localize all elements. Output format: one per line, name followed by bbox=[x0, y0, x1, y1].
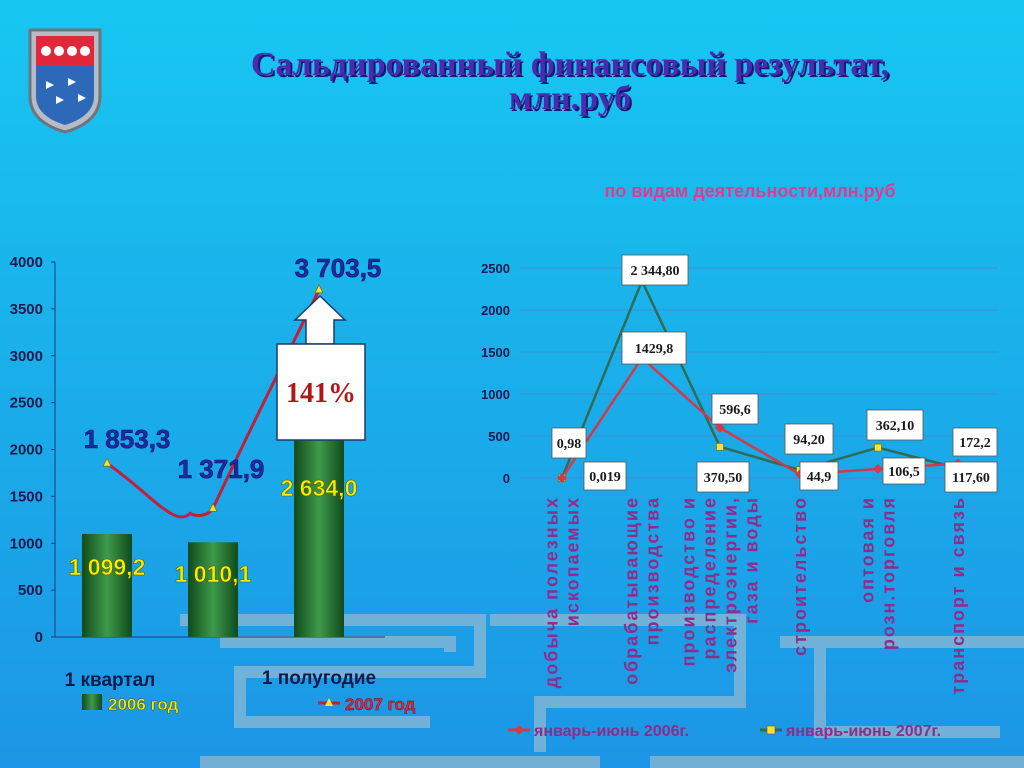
series-2007-data-label-box bbox=[621, 254, 689, 286]
bar-data-label: 2 634,0 bbox=[281, 475, 358, 501]
legend-marker-2006-right bbox=[514, 725, 524, 735]
series-2007-line bbox=[560, 277, 959, 479]
series-2006-marker bbox=[557, 472, 567, 483]
left-y-tick-label: 500 bbox=[18, 582, 43, 599]
left-x-category-label: 1 квартал bbox=[65, 670, 156, 691]
right-x-category-label: распределение bbox=[700, 496, 720, 660]
right-y-tick-label: 1500 bbox=[481, 345, 510, 360]
up-arrow-icon bbox=[293, 294, 347, 345]
city-coat-of-arms-icon bbox=[28, 28, 102, 134]
right-x-category-label: производства bbox=[643, 496, 663, 645]
legend-label-2006-right: январь-июнь 2006г. bbox=[533, 723, 689, 740]
right-y-tick-label: 1000 bbox=[481, 387, 510, 402]
right-x-category-label: производство и bbox=[679, 496, 699, 666]
legend-swatch-2006 bbox=[82, 694, 102, 710]
series-2006-marker bbox=[715, 422, 725, 433]
left-x-category-label: 1 полугодие bbox=[262, 668, 376, 689]
series-2007-data-label: 94,20 bbox=[793, 433, 825, 448]
left-y-tick-label: 4000 bbox=[10, 254, 43, 271]
series-2006-marker bbox=[873, 464, 883, 475]
series-2006-data-label: 44,9 bbox=[807, 470, 832, 485]
series-2006-data-label: 172,2 bbox=[959, 436, 991, 451]
series-2007-data-label: 0,98 bbox=[557, 437, 582, 452]
series-2007-data-label: 370,50 bbox=[704, 471, 743, 486]
line-2007-marker bbox=[208, 502, 218, 512]
left-y-tick-label: 1000 bbox=[10, 535, 43, 552]
right-chart-title: по видам деятельности,млн.руб bbox=[604, 181, 896, 201]
left-y-tick-label: 2000 bbox=[10, 442, 43, 459]
left-y-tick-label: 3500 bbox=[10, 301, 43, 318]
growth-label: 141% bbox=[286, 378, 356, 409]
series-2007-data-label-box bbox=[784, 423, 834, 455]
right-x-category-label: оптовая и bbox=[858, 496, 878, 603]
legend-label-2006: 2006 год bbox=[108, 695, 179, 714]
series-2006-data-label-box bbox=[583, 461, 627, 491]
series-2006-data-label: 106,5 bbox=[888, 465, 920, 480]
series-2006-data-label-box bbox=[621, 331, 687, 365]
right-y-tick-label: 2500 bbox=[481, 261, 510, 276]
series-2007-data-label-box bbox=[551, 427, 587, 459]
right-x-category-label: ископаемых bbox=[563, 496, 583, 626]
series-2006-data-label: 0,019 bbox=[589, 470, 621, 485]
series-2006-data-label-box bbox=[882, 457, 926, 485]
series-2007-data-label: 362,10 bbox=[876, 419, 915, 434]
page-title: Сальдированный финансовый результат, млн… bbox=[250, 46, 890, 117]
legend-marker-2007-right bbox=[766, 725, 776, 735]
line-2007-data-label: 3 703,5 bbox=[295, 253, 382, 283]
bar-2006 bbox=[82, 533, 132, 637]
right-x-category-label: обрабатывающие bbox=[622, 496, 642, 685]
series-2007-data-label: 117,60 bbox=[952, 471, 990, 486]
line-2007-marker bbox=[102, 457, 112, 467]
left-y-tick-label: 0 bbox=[35, 629, 43, 646]
left-y-tick-label: 3000 bbox=[10, 348, 43, 365]
right-x-category-label: электроэнергии, bbox=[721, 496, 741, 673]
right-y-tick-label: 500 bbox=[488, 429, 510, 444]
series-2007-marker bbox=[716, 443, 724, 451]
bar-data-label: 1 010,1 bbox=[175, 561, 252, 587]
series-2007-data-label: 2 344,80 bbox=[631, 264, 680, 279]
left-y-tick-label: 1500 bbox=[10, 488, 43, 505]
series-2006-data-label-box bbox=[952, 427, 998, 457]
right-x-category-label: транспорт и связь bbox=[948, 496, 968, 695]
right-y-tick-label: 2000 bbox=[481, 303, 510, 318]
series-2006-data-label-box bbox=[799, 461, 839, 491]
growth-box bbox=[276, 343, 366, 441]
left-y-tick-label: 2500 bbox=[10, 395, 43, 412]
legend-label-2007: 2007 год bbox=[345, 695, 416, 714]
right-x-category-label: розн.торговля bbox=[879, 496, 899, 650]
line-2007-data-label: 1 371,9 bbox=[178, 454, 265, 484]
legend-marker-2007 bbox=[325, 698, 333, 706]
series-2007-data-label-box bbox=[866, 409, 924, 441]
series-2006-data-label: 596,6 bbox=[719, 403, 751, 418]
right-x-category-label: строительство bbox=[790, 496, 810, 656]
bar-2006 bbox=[188, 542, 238, 637]
series-2007-data-label-box bbox=[944, 461, 998, 493]
bar-data-label: 1 099,2 bbox=[69, 554, 146, 580]
right-x-category-label: газа и воды bbox=[742, 496, 762, 624]
right-y-tick-label: 0 bbox=[503, 471, 510, 486]
line-2007-marker bbox=[314, 283, 324, 294]
series-2007-data-label-box bbox=[696, 461, 750, 493]
legend-label-2007-right: январь-июнь 2007г. bbox=[785, 723, 941, 740]
series-2006-data-label: 1429,8 bbox=[635, 342, 674, 357]
right-x-category-label: добыча полезных bbox=[542, 496, 562, 688]
line-2007-data-label: 1 853,3 bbox=[84, 424, 171, 454]
series-2007-marker bbox=[874, 443, 882, 452]
series-2006-data-label-box bbox=[711, 393, 759, 425]
decorative-maze-pattern bbox=[180, 614, 1024, 768]
